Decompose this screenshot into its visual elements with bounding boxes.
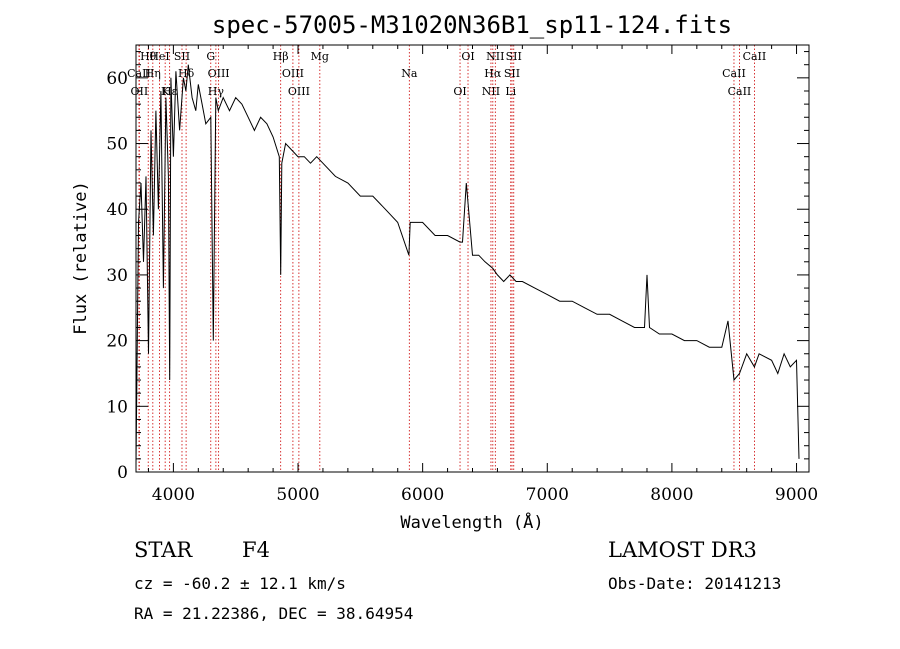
line-marker-label: CaII xyxy=(728,85,752,98)
line-marker-label: SII xyxy=(506,50,522,63)
x-tick-label: 5000 xyxy=(276,485,319,505)
line-marker-label: NII xyxy=(486,50,504,63)
line-marker-label: Hα xyxy=(484,67,502,80)
y-tick-label: 20 xyxy=(106,332,128,352)
line-marker-label: K xyxy=(161,85,170,98)
x-tick-label: 8000 xyxy=(650,485,693,505)
line-marker-label: OIII xyxy=(288,85,310,98)
line-marker-label: CaII xyxy=(743,50,767,63)
y-tick-label: 50 xyxy=(106,135,128,155)
y-axis-label: Flux (relative) xyxy=(71,181,91,335)
line-marker-label: Hγ xyxy=(208,85,225,98)
chart-title: spec-57005-M31020N36B1_sp11-124.fits xyxy=(212,11,732,39)
redshift-velocity: cz = -60.2 ± 12.1 km/s xyxy=(134,574,346,593)
line-marker-label: CaII xyxy=(722,67,746,80)
x-tick-label: 9000 xyxy=(775,485,818,505)
line-markers xyxy=(138,45,755,472)
x-tick-label: 7000 xyxy=(526,485,569,505)
ra-dec-coordinates: RA = 21.22386, DEC = 38.64954 xyxy=(134,604,414,623)
line-marker-label: Li xyxy=(505,85,516,98)
line-marker-label: HeI xyxy=(149,50,169,63)
line-marker-label: OII xyxy=(131,85,149,98)
y-tick-label: 0 xyxy=(117,463,128,483)
line-marker-label: G xyxy=(206,50,215,63)
line-marker-label: OIII xyxy=(208,67,230,80)
line-marker-label: SII xyxy=(174,50,190,63)
object-subclass: F4 xyxy=(242,538,270,562)
line-marker-label: Hδ xyxy=(178,67,195,80)
line-marker-label: SII xyxy=(504,67,520,80)
line-marker-label: NII xyxy=(482,85,500,98)
plot-frame xyxy=(135,44,810,473)
line-marker-label: OI xyxy=(461,50,474,63)
spectrum-series-line xyxy=(135,64,800,466)
line-marker-label: Hβ xyxy=(273,50,289,63)
x-axis-ticks: 4000 5000 6000 7000 8000 9000 xyxy=(147,45,818,505)
object-class: STAR xyxy=(134,538,193,562)
line-marker-label: Hη xyxy=(145,67,161,80)
survey-name: LAMOST DR3 xyxy=(608,538,757,562)
line-marker-label: Hε xyxy=(162,85,178,98)
line-marker-label: Hθ xyxy=(140,50,157,63)
y-tick-label: 30 xyxy=(106,266,128,286)
y-axis-ticks: 0 10 20 30 40 50 60 xyxy=(106,51,809,483)
line-marker-label: Na xyxy=(401,67,418,80)
x-axis-label: Wavelength (Å) xyxy=(400,511,543,533)
x-tick-label: 6000 xyxy=(401,485,444,505)
line-marker-label: OIII xyxy=(282,67,304,80)
line-marker-label: OI xyxy=(453,85,466,98)
line-marker-label: CaII xyxy=(127,67,151,80)
line-marker-label: Mg xyxy=(311,50,329,63)
y-tick-label: 10 xyxy=(106,397,128,417)
x-tick-label: 4000 xyxy=(152,485,195,505)
y-tick-label: 60 xyxy=(106,69,128,89)
y-tick-label: 40 xyxy=(106,200,128,220)
observation-date: Obs-Date: 20141213 xyxy=(608,574,782,593)
